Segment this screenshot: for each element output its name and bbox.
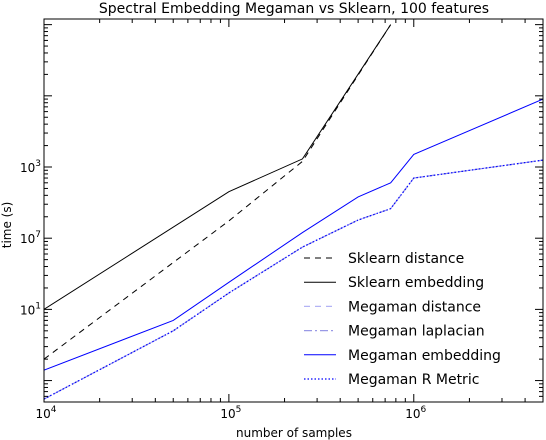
tick-layer: 104 105 106 103 101 107 (20, 19, 544, 421)
x-tick-label: 106 (405, 405, 426, 421)
legend-label: Megaman laplacian (348, 324, 485, 340)
chart-title: Spectral Embedding Megaman vs Sklearn, 1… (99, 1, 489, 17)
y-tick-label: 101 (20, 301, 41, 317)
x-tick-label: 104 (35, 405, 56, 421)
legend-label: Megaman distance (348, 299, 481, 315)
legend-label: Sklearn embedding (348, 275, 484, 291)
legend-label: Sklearn distance (348, 251, 464, 267)
legend-label: Megaman embedding (348, 348, 501, 364)
y-axis-label: time (s) (0, 202, 14, 249)
plot-frame (43, 18, 544, 403)
legend-label: Megaman R Metric (348, 372, 479, 388)
series-line-megaman-r-metric (44, 159, 543, 400)
x-tick-label: 105 (220, 405, 241, 421)
y-tick-label: 107 (20, 230, 41, 246)
series-line-megaman-embedding (44, 98, 543, 371)
plot-layer (44, 24, 543, 400)
series-line-sklearn-distance (44, 24, 392, 360)
legend: Sklearn distance Sklearn embedding Megaman… (304, 251, 501, 388)
series-line-sklearn-embedding (44, 24, 392, 310)
y-tick-label: 103 (20, 159, 41, 175)
x-axis-label: number of samples (236, 426, 352, 440)
